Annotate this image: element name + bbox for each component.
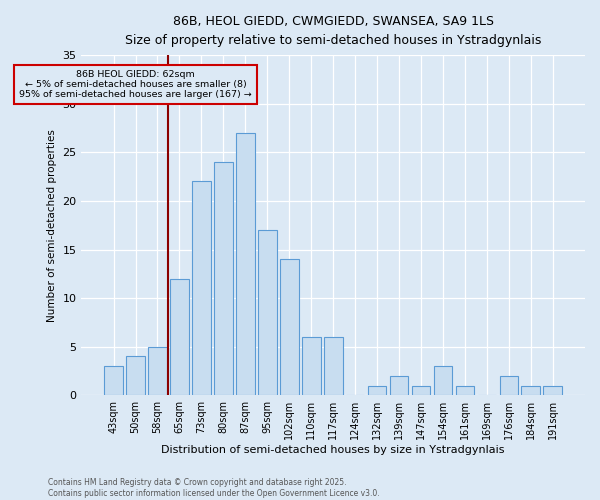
Bar	[258, 230, 277, 396]
Bar	[412, 386, 430, 396]
Title: 86B, HEOL GIEDD, CWMGIEDD, SWANSEA, SA9 1LS
Size of property relative to semi-de: 86B, HEOL GIEDD, CWMGIEDD, SWANSEA, SA9 …	[125, 15, 541, 47]
Bar	[302, 337, 320, 396]
Y-axis label: Number of semi-detached properties: Number of semi-detached properties	[47, 129, 57, 322]
Bar	[148, 346, 167, 396]
Bar	[192, 182, 211, 396]
Bar	[455, 386, 474, 396]
Bar	[280, 259, 299, 396]
Bar	[521, 386, 540, 396]
Bar	[214, 162, 233, 396]
Bar	[544, 386, 562, 396]
Bar	[104, 366, 123, 396]
Bar	[236, 133, 254, 396]
Bar	[170, 278, 189, 396]
Bar	[390, 376, 409, 396]
Text: 86B HEOL GIEDD: 62sqm
← 5% of semi-detached houses are smaller (8)
95% of semi-d: 86B HEOL GIEDD: 62sqm ← 5% of semi-detac…	[19, 70, 252, 100]
Text: Contains HM Land Registry data © Crown copyright and database right 2025.
Contai: Contains HM Land Registry data © Crown c…	[48, 478, 380, 498]
Bar	[324, 337, 343, 396]
X-axis label: Distribution of semi-detached houses by size in Ystradgynlais: Distribution of semi-detached houses by …	[161, 445, 505, 455]
Bar	[434, 366, 452, 396]
Bar	[368, 386, 386, 396]
Bar	[126, 356, 145, 396]
Bar	[500, 376, 518, 396]
